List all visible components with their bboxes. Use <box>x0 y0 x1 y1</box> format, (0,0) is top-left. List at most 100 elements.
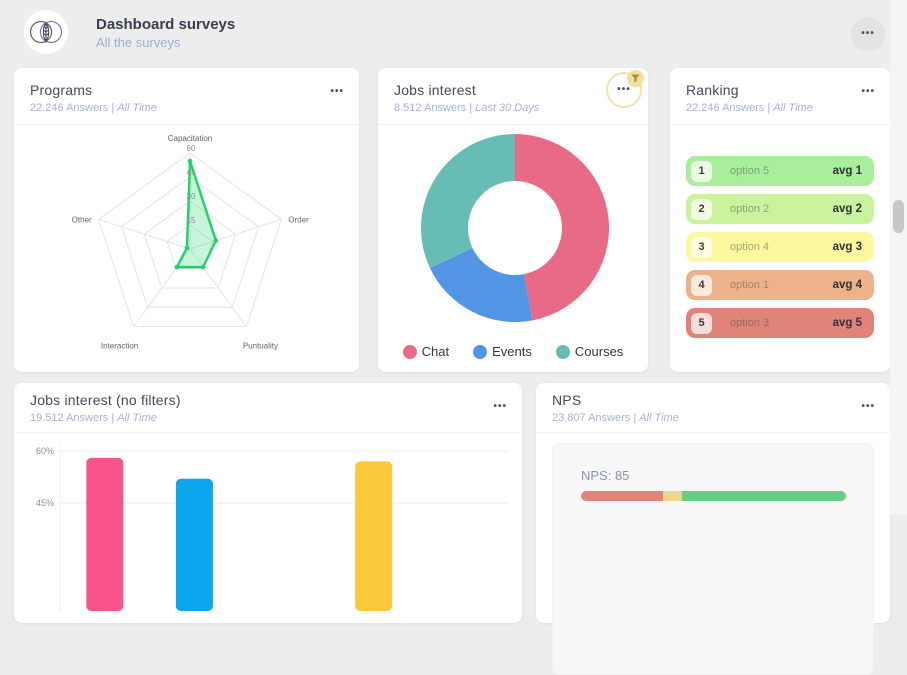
radar-grid-ring <box>166 224 214 269</box>
jobs-card-header: Jobs interest 8.512 Answers | Last 30 Day… <box>378 68 648 125</box>
ellipsis-icon: ••• <box>861 28 875 39</box>
legend-item-courses[interactable]: Courses <box>555 344 624 359</box>
donut-legend: Chat Events Courses <box>378 344 648 359</box>
card-title: Programs <box>30 82 93 98</box>
donut-slice-chat <box>515 134 609 321</box>
page-title: Dashboard surveys <box>96 16 236 33</box>
rank-avg-value: avg 1 <box>832 165 862 177</box>
radar-axis-label: Order <box>288 215 309 224</box>
programs-card: Programs 22.246 Answers | All Time ••• 15… <box>14 68 359 372</box>
radar-data-point <box>174 264 180 270</box>
radar-tick-label: 30 <box>187 192 196 201</box>
radar-grid-ring <box>143 200 237 289</box>
radar-grid-ring <box>120 176 260 308</box>
leaf-venn-icon <box>27 17 65 47</box>
rank-avg-value: avg 4 <box>832 279 862 291</box>
legend-item-chat[interactable]: Chat <box>402 344 450 359</box>
time-range: Last 30 Days <box>475 102 540 114</box>
rank-option-label: option 1 <box>730 279 770 291</box>
radar-grid-ring <box>98 152 282 328</box>
radar-series-programs <box>175 159 218 269</box>
ellipsis-icon: ••• <box>861 401 875 412</box>
card-menu-button[interactable]: ••• <box>491 395 509 414</box>
ranking-card: Ranking 22.246 Answers | All Time ••• 1 op… <box>670 68 890 372</box>
rank-badge: 2 <box>691 198 712 220</box>
page-scrollbar-track[interactable] <box>890 0 907 515</box>
nps-card-header: NPS 23.807 Answers | All Time ••• <box>536 383 890 433</box>
card-menu-button[interactable]: ••• <box>859 80 877 99</box>
time-range: All Time <box>117 412 157 424</box>
ranking-list: 1 option 5 avg 1 2 option 2 avg 2 3 option 4 avg… <box>686 156 874 338</box>
header-menu-button[interactable]: ••• <box>851 17 885 51</box>
radar-axis-label: Puntuality <box>243 342 278 351</box>
answers-count: 22.246 Answers | <box>686 102 771 114</box>
radar-grid-spoke <box>189 218 282 250</box>
card-title: Jobs interest <box>394 82 476 98</box>
radar-data-point <box>200 264 206 270</box>
card-subtitle: 8.512 Answers | Last 30 Days <box>394 102 632 114</box>
nps-gauge-segment <box>581 491 664 501</box>
card-subtitle: 23.807 Answers | All Time <box>552 412 874 424</box>
rank-option-label: option 5 <box>730 165 770 177</box>
filter-icon <box>627 70 644 87</box>
nps-gauge <box>581 491 846 501</box>
card-menu-filter-button[interactable]: ••• <box>606 70 644 108</box>
ranking-row[interactable]: 5 option 3 avg 5 <box>686 308 874 338</box>
nps-panel: NPS: 85 <box>552 443 874 675</box>
answers-count: 8.512 Answers | <box>394 102 473 114</box>
bar-option-2 <box>175 478 213 611</box>
ranking-row[interactable]: 4 option 1 avg 4 <box>686 270 874 300</box>
nps-gauge-segment <box>681 491 846 501</box>
ellipsis-icon: ••• <box>330 86 344 97</box>
nps-card: NPS 23.807 Answers | All Time ••• NPS: 85 <box>536 383 890 675</box>
rank-option-label: option 3 <box>730 317 770 329</box>
rank-avg-value: avg 3 <box>832 241 862 253</box>
ranking-card-header: Ranking 22.246 Answers | All Time ••• <box>670 68 890 125</box>
radar-grid-spoke <box>189 248 247 327</box>
nps-score-label: NPS: 85 <box>581 468 630 483</box>
card-subtitle: 22.246 Answers | All Time <box>686 102 874 114</box>
jobs-interest-no-filters-card: Jobs interest (no filters) 19.512 Answer… <box>14 383 522 623</box>
programs-card-header: Programs 22.246 Answers | All Time ••• <box>14 68 359 125</box>
rank-avg-value: avg 5 <box>832 317 862 329</box>
nps-gauge-segment <box>663 491 682 501</box>
card-menu-button[interactable]: ••• <box>859 395 877 414</box>
legend-label: Events <box>492 344 532 359</box>
rank-badge: 3 <box>691 236 712 258</box>
jobs-interest-card: Jobs interest 8.512 Answers | Last 30 Day… <box>378 68 648 372</box>
ellipsis-icon: ••• <box>617 84 631 95</box>
app-logo <box>24 10 68 54</box>
card-menu-button[interactable]: ••• <box>328 80 346 99</box>
legend-dot-icon <box>402 344 417 359</box>
rank-option-label: option 4 <box>730 241 770 253</box>
time-range: All Time <box>117 102 157 114</box>
rank-avg-value: avg 2 <box>832 203 862 215</box>
rank-badge: 4 <box>691 274 712 296</box>
bar-chart-ytick-label: 60% <box>36 446 54 456</box>
legend-dot-icon <box>473 344 488 359</box>
scrollbar-thumb[interactable] <box>893 200 904 233</box>
app-header: Dashboard surveys All the surveys ••• <box>0 0 907 66</box>
ellipsis-icon: ••• <box>861 86 875 97</box>
time-range: All Time <box>773 102 813 114</box>
ranking-row[interactable]: 3 option 4 avg 3 <box>686 232 874 262</box>
bar-option-1 <box>86 457 124 611</box>
legend-label: Courses <box>574 344 624 359</box>
donut-hole <box>468 181 562 275</box>
radar-axis-label: Other <box>72 215 92 224</box>
radar-axis-label: Capacitation <box>168 134 212 143</box>
radar-data-point <box>187 158 193 164</box>
ranking-row[interactable]: 1 option 5 avg 1 <box>686 156 874 186</box>
bars-card-header: Jobs interest (no filters) 19.512 Answer… <box>14 383 522 433</box>
bar-option-4 <box>355 461 393 611</box>
radar-tick-label: 45 <box>187 168 196 177</box>
card-title: Jobs interest (no filters) <box>30 392 181 408</box>
rank-badge: 5 <box>691 312 712 334</box>
card-subtitle: 19.512 Answers | All Time <box>30 412 506 424</box>
legend-label: Chat <box>421 344 450 359</box>
radar-tick-label: 15 <box>187 216 196 225</box>
ranking-row[interactable]: 2 option 2 avg 2 <box>686 194 874 224</box>
radar-grid-spoke <box>98 218 191 250</box>
legend-item-events[interactable]: Events <box>473 344 532 359</box>
